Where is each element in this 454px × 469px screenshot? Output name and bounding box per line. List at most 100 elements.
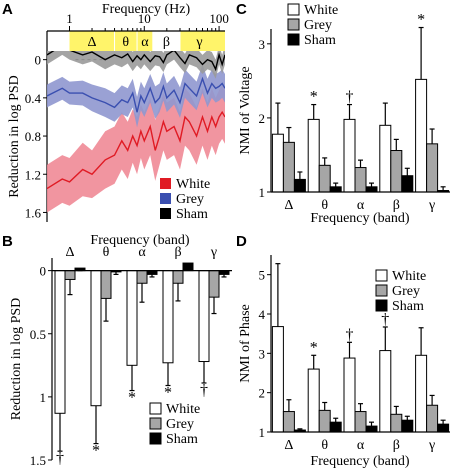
series-line-white <box>47 110 225 190</box>
legend-swatch-grey <box>375 284 388 297</box>
bar-white-0 <box>271 133 284 193</box>
y-tick-label: 4 <box>259 307 266 322</box>
bar-sham-3 <box>401 175 414 193</box>
category-label: γ <box>428 198 435 213</box>
bar-white-3 <box>162 270 174 364</box>
y-tick-label: 1.2 <box>25 167 41 182</box>
significance-mark: † <box>200 382 208 399</box>
x-tick-label: 10 <box>138 11 151 26</box>
band-highlight-delta-alpha <box>69 31 153 51</box>
bar-grey-2 <box>354 167 367 193</box>
x-axis-title: Frequency (band) <box>310 454 409 469</box>
y-tick-label: 5 <box>259 268 266 283</box>
bar-grey-3 <box>172 270 184 284</box>
legend-label-grey: Grey <box>166 417 194 432</box>
legend-label-white: White <box>304 3 338 18</box>
legend-label-grey: Grey <box>176 192 204 207</box>
y-axis-title: Reduction in log PSD <box>9 298 24 421</box>
category-label: α <box>357 198 365 213</box>
x-axis-title: Frequency (band) <box>90 233 189 248</box>
bar-sham-2 <box>365 425 378 433</box>
bar-grey-4 <box>208 270 220 298</box>
bar-sham-4 <box>437 423 450 433</box>
bar-white-4 <box>415 354 428 433</box>
x-axis-title: Frequency (band) <box>310 211 409 226</box>
panel-b: B † Δ * θ * α * β † γ 0 0.5 1 1.5 Reduction in log PSD F… <box>2 233 232 468</box>
category-label: α <box>357 438 365 453</box>
legend-swatch-grey <box>287 18 300 31</box>
band-label-4: γ <box>195 35 202 50</box>
bar-grey-2 <box>354 411 367 433</box>
category-label: θ <box>321 198 328 213</box>
error-band-grey <box>47 64 225 128</box>
significance-mark: * <box>310 339 318 356</box>
significance-mark: † <box>56 450 64 467</box>
legend-swatch-white <box>287 3 300 16</box>
band-label-0: Δ <box>88 35 97 50</box>
bar-grey-0 <box>282 411 295 433</box>
y-tick-label: 0.8 <box>25 129 41 144</box>
legend-label-sham: Sham <box>392 299 424 314</box>
category-label: β <box>174 245 181 260</box>
bar-white-1 <box>90 270 102 407</box>
significance-mark: * <box>128 390 136 407</box>
y-tick-label: 1 <box>259 425 266 440</box>
y-tick-label: 1 <box>259 185 266 200</box>
legend-label-sham: Sham <box>304 33 336 48</box>
y-tick-label: 0.4 <box>25 91 42 106</box>
significance-mark: * <box>164 385 172 402</box>
bar-white-4 <box>415 78 428 193</box>
category-label: γ <box>210 245 217 260</box>
bar-white-2 <box>343 357 356 433</box>
legend-label-white: White <box>392 269 426 284</box>
category-label: α <box>138 245 146 260</box>
legend-label-white: White <box>166 402 200 417</box>
bar-grey-0 <box>64 270 76 280</box>
significance-mark: † <box>381 311 389 328</box>
bar-white-0 <box>271 326 284 433</box>
bar-grey-2 <box>136 270 148 284</box>
bar-grey-4 <box>426 404 439 433</box>
y-tick-label: 1.5 <box>30 453 46 468</box>
legend-swatch-sham <box>287 33 300 46</box>
series-line-grey <box>47 76 225 113</box>
bar-sham-1 <box>329 421 342 433</box>
category-label: Δ <box>284 198 293 213</box>
band-label-1: θ <box>122 35 129 50</box>
bar-sham-0 <box>293 178 306 193</box>
bar-white-4 <box>198 270 210 363</box>
y-axis-title: NMI of Phase <box>238 304 253 383</box>
error-band-white <box>47 85 225 213</box>
legend-swatch-sham <box>160 208 171 219</box>
panel-label-b: B <box>2 233 13 250</box>
y-tick-label: 0 <box>40 264 47 279</box>
legend-swatch-white <box>149 402 162 415</box>
legend-label-white: White <box>176 177 210 192</box>
significance-mark: † <box>346 89 354 106</box>
bar-grey-3 <box>390 413 403 433</box>
legend-swatch-grey <box>160 193 171 204</box>
legend-swatch-sham <box>149 432 162 445</box>
legend-swatch-grey <box>149 417 162 430</box>
panel-c: C Δ * θ † α β * γ 1 2 3 NMI of Voltage Frequency (ban… <box>236 1 450 226</box>
panel-label-c: C <box>236 1 247 18</box>
legend-swatch-sham <box>375 299 388 312</box>
legend-label-sham: Sham <box>166 432 198 447</box>
band-label-3: β <box>163 35 170 50</box>
category-label: γ <box>428 438 435 453</box>
category-label: β <box>393 438 400 453</box>
plot-area-a <box>47 51 225 213</box>
bar-sham-2 <box>365 186 378 193</box>
y-tick-label: 3 <box>259 346 266 361</box>
y-tick-label: 1.6 <box>25 205 42 220</box>
legend-swatch-white <box>375 269 388 282</box>
bar-white-3 <box>379 350 392 433</box>
bar-white-2 <box>343 118 356 193</box>
significance-mark: * <box>310 89 318 106</box>
y-axis-title: Reduction in log PSD <box>7 75 22 198</box>
bar-grey-3 <box>390 150 403 193</box>
